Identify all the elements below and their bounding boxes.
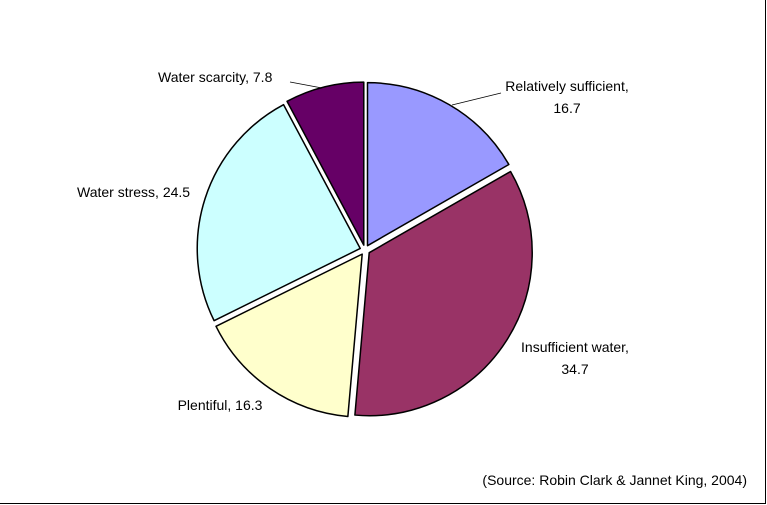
pie-slice-plentiful [215, 253, 363, 418]
pie-slice-water-stress [196, 103, 361, 322]
slice-data-labels: Relatively sufficient, 16.7 Insufficient w… [77, 69, 629, 413]
data-label-plentiful: Plentiful, 16.3 [178, 397, 263, 413]
leader-lines [289, 81, 502, 106]
data-label-water-scarcity: Water scarcity, 7.8 [158, 69, 273, 85]
data-label-line: Water scarcity, 7.8 [158, 69, 273, 85]
source-note: (Source: Robin Clark & Jannet King, 2004… [482, 472, 747, 488]
data-label-line: Plentiful, 16.3 [178, 397, 263, 413]
data-label-relatively-sufficient: Relatively sufficient, 16.7 [505, 78, 628, 116]
data-label-line: 16.7 [553, 100, 580, 116]
data-label-line: 34.7 [561, 361, 588, 377]
leader-line-water-scarcity [289, 81, 323, 89]
data-label-line: Relatively sufficient, [505, 78, 628, 94]
data-label-water-stress: Water stress, 24.5 [77, 184, 190, 200]
pie-slice-relatively-sufficient [366, 81, 510, 247]
pie-slice-insufficient-water [354, 170, 533, 417]
pie-slice-water-scarcity [286, 81, 365, 246]
data-label-insufficient-water: Insufficient water, 34.7 [521, 339, 629, 377]
data-label-line: Water stress, 24.5 [77, 184, 190, 200]
leader-line-relatively-sufficient [451, 92, 502, 106]
pie-slices [196, 81, 533, 418]
data-label-line: Insufficient water, [521, 339, 629, 355]
